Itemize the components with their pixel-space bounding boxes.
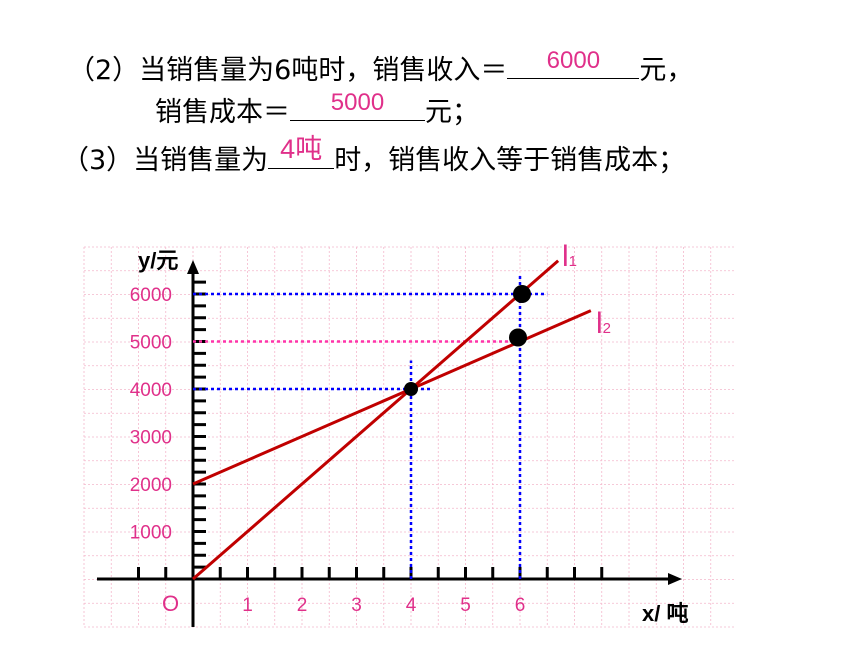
y-tick-label: 1000 bbox=[130, 523, 172, 544]
question-2-prefix: （2）当销售量为6吨时，销售收入＝ bbox=[68, 55, 508, 86]
unit-2: 元； bbox=[425, 97, 479, 128]
y-tick-label: 6000 bbox=[130, 285, 172, 306]
y-tick-label: 2000 bbox=[130, 475, 172, 496]
question-3: （3）当销售量为 4吨 时，销售收入等于销售成本； bbox=[62, 134, 686, 178]
x-tick-label: 6 bbox=[515, 595, 526, 616]
x-tick-label: 4 bbox=[406, 595, 417, 616]
question-2-line-2-prefix: 销售成本＝ bbox=[155, 97, 290, 128]
data-point bbox=[509, 328, 527, 347]
answer-blank-1: 6000 bbox=[507, 47, 640, 79]
x-tick-label: 5 bbox=[460, 595, 471, 616]
answer-blank-2: 5000 bbox=[290, 89, 425, 121]
series-label-l2: l2 bbox=[596, 307, 611, 340]
data-point bbox=[404, 382, 418, 396]
y-tick-label: 5000 bbox=[130, 333, 172, 354]
unit-1: 元， bbox=[639, 55, 694, 86]
x-axis-label: x/ 吨 bbox=[642, 601, 688, 626]
x-tick-label: 3 bbox=[351, 595, 362, 616]
answer-1: 6000 bbox=[546, 47, 601, 74]
data-point bbox=[513, 285, 531, 303]
y-tick-label: 4000 bbox=[130, 380, 172, 401]
question-2-line-2: 销售成本＝ 5000 元； bbox=[155, 89, 479, 130]
y-axis-label: y/元 bbox=[138, 248, 178, 273]
origin-label: O bbox=[162, 591, 179, 616]
series-line-l2 bbox=[192, 309, 592, 486]
series-line-l1 bbox=[192, 259, 560, 581]
question-3-suffix: 时，销售收入等于销售成本； bbox=[334, 145, 686, 176]
answer-3: 4吨 bbox=[280, 134, 323, 164]
question-3-prefix: （3）当销售量为 bbox=[62, 145, 269, 176]
answer-blank-3: 4吨 bbox=[268, 134, 335, 169]
y-axis-arrow bbox=[187, 260, 199, 274]
series-label-l1: l1 bbox=[562, 240, 577, 273]
answer-2: 5000 bbox=[330, 89, 385, 116]
x-tick-label: 1 bbox=[242, 595, 253, 616]
x-axis-arrow bbox=[668, 573, 682, 585]
question-2-line-1: （2）当销售量为6吨时，销售收入＝ 6000 元， bbox=[68, 47, 694, 88]
x-tick-label: 2 bbox=[297, 595, 308, 616]
y-tick-label: 3000 bbox=[130, 428, 172, 449]
